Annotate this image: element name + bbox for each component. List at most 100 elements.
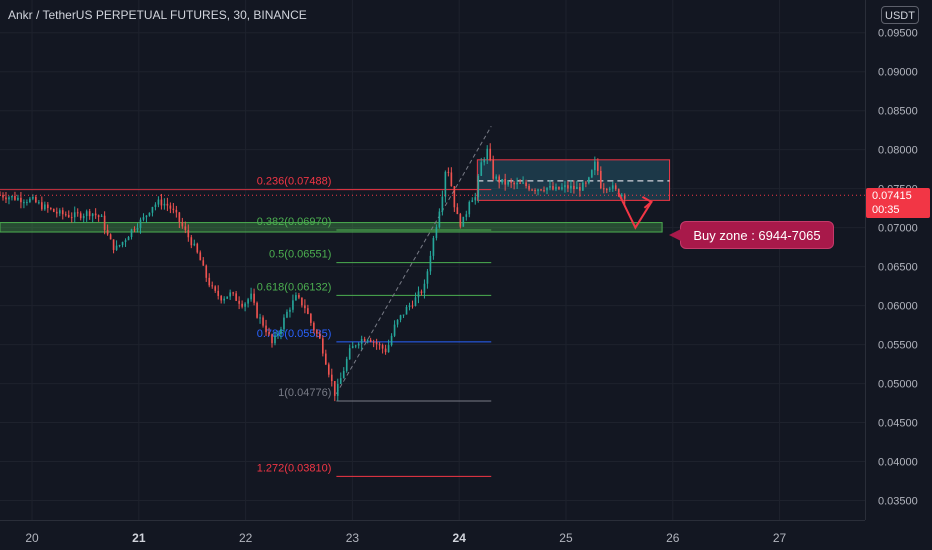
candle-body <box>139 219 142 228</box>
x-tick-label: 24 <box>453 531 467 545</box>
fib-level-label: 1.272(0.03810) <box>257 462 332 474</box>
fib-level-label: 0.382(0.06970) <box>257 216 332 228</box>
candle-body <box>570 185 572 189</box>
candle-body <box>611 185 614 189</box>
candle-body <box>384 348 387 353</box>
candles <box>0 143 626 402</box>
candle-body <box>432 238 435 256</box>
candle-body <box>468 202 471 215</box>
trend-line <box>335 126 492 394</box>
candle-body <box>336 383 339 396</box>
candle-body <box>274 335 276 344</box>
candle-body <box>223 298 226 301</box>
candle-body <box>52 208 55 212</box>
candle-body <box>41 202 43 210</box>
candle-body <box>106 229 109 235</box>
candle-body <box>310 313 312 323</box>
candle-body <box>277 334 279 336</box>
candle-body <box>486 148 489 160</box>
candle-body <box>265 325 267 333</box>
candle-body <box>157 199 160 205</box>
candle-body <box>280 329 282 335</box>
candle-body <box>64 214 67 216</box>
candle-body <box>393 324 396 336</box>
candle-body <box>73 212 76 218</box>
candle-body <box>205 265 208 278</box>
candle-body <box>44 204 46 210</box>
candle-body <box>582 182 584 191</box>
candle-body <box>465 214 468 217</box>
y-tick-label: 0.09000 <box>878 67 918 79</box>
candle-body <box>262 317 264 326</box>
candle-body <box>525 182 527 187</box>
buy-zone-callout[interactable]: Buy zone : 6944-7065 <box>669 221 834 249</box>
candle-body <box>55 211 58 214</box>
candle-body <box>588 177 590 184</box>
y-tick-label: 0.03500 <box>878 496 918 508</box>
fib-retracement: 0.236(0.07488) 0.382(0.06970) 0.5(0.06551)… <box>0 176 492 477</box>
candle-body <box>528 186 530 190</box>
candle-body <box>531 189 533 191</box>
candle-body <box>247 299 249 304</box>
candle-body <box>241 303 243 307</box>
candle-body <box>29 198 31 203</box>
candle-body <box>217 290 220 296</box>
candle-body <box>283 317 285 330</box>
candle-body <box>211 285 214 287</box>
x-tick-label: 25 <box>559 531 573 545</box>
candle-body <box>202 260 205 266</box>
trend-line <box>335 126 492 394</box>
candle-body <box>390 335 393 346</box>
candle-body <box>196 243 199 253</box>
candle-body <box>97 215 100 217</box>
candle-body <box>516 182 518 185</box>
candle-body <box>372 341 375 343</box>
candle-body <box>148 212 151 216</box>
candle-body <box>172 208 175 210</box>
candle-body <box>2 194 4 198</box>
candle-body <box>522 182 524 184</box>
candle-body <box>8 197 10 200</box>
fib-level-label: 0.236(0.07488) <box>257 176 332 188</box>
candle-body <box>292 300 294 310</box>
currency-button[interactable]: USDT <box>881 6 919 24</box>
candle-body <box>316 330 318 334</box>
candle-body <box>519 182 521 184</box>
candle-body <box>369 339 372 342</box>
candle-body <box>118 245 121 247</box>
candle-body <box>342 370 345 379</box>
candle-body <box>79 213 82 219</box>
candle-body <box>596 161 599 171</box>
candle-body <box>67 215 70 218</box>
candle-body <box>313 322 315 331</box>
candle-body <box>339 378 342 384</box>
buy-zone-box <box>0 222 663 233</box>
candle-body <box>130 229 133 237</box>
candle-body <box>175 209 178 213</box>
candle-body <box>184 226 187 230</box>
candle-body <box>591 170 593 178</box>
candle-body <box>504 178 506 185</box>
candle-body <box>160 199 163 206</box>
candle-body <box>38 202 40 204</box>
candle-body <box>417 291 420 298</box>
candle-body <box>94 213 97 216</box>
y-tick-label: 0.05000 <box>878 379 918 391</box>
candle-body <box>480 162 483 176</box>
candle-body <box>498 176 501 183</box>
x-tick-label: 21 <box>132 531 146 545</box>
candle-body <box>378 344 381 346</box>
candle-body <box>399 315 402 320</box>
candle-body <box>396 319 399 325</box>
y-tick-label: 0.06500 <box>878 262 918 274</box>
candle-body <box>426 271 429 284</box>
candle-body <box>324 353 327 365</box>
candle-body <box>620 194 623 196</box>
x-tick-label: 22 <box>239 531 253 545</box>
candle-body <box>507 181 509 185</box>
candle-body <box>357 343 360 346</box>
candle-body <box>546 187 548 191</box>
candle-body <box>564 185 566 188</box>
